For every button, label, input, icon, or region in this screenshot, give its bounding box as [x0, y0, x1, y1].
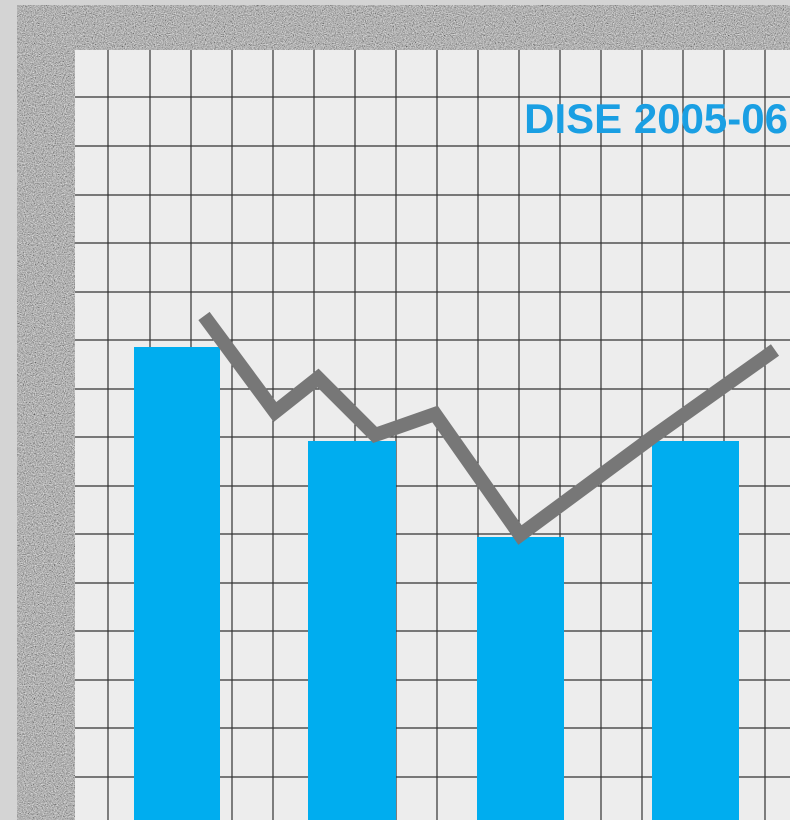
bars [134, 347, 739, 820]
bar [477, 537, 564, 820]
trend-line [198, 311, 780, 545]
bar [134, 347, 220, 820]
title: DISE 2005-06 [524, 95, 788, 142]
grid-rows [75, 96, 790, 778]
bar [652, 441, 739, 820]
bar [308, 441, 396, 820]
grid [75, 50, 790, 820]
